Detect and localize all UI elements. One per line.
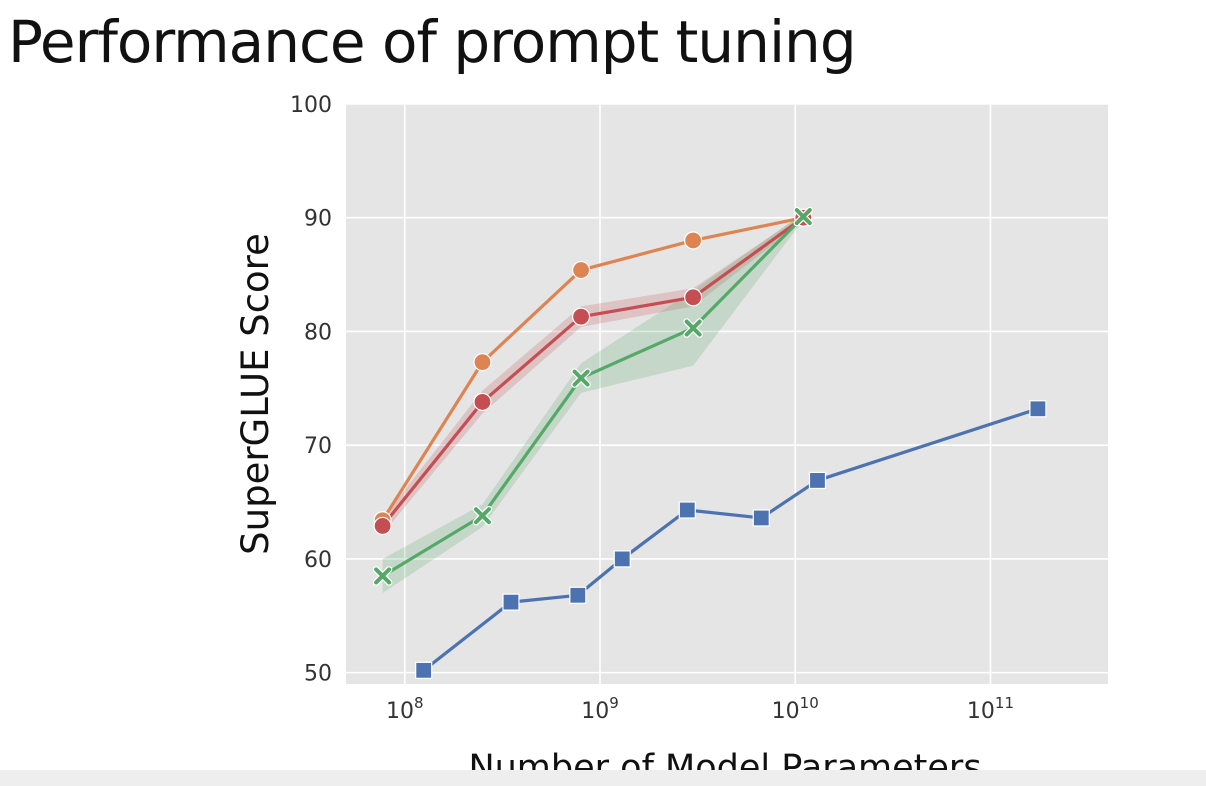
- y-tick-labels: 50 60 70 80 90 100: [290, 93, 332, 687]
- series-line: [422, 407, 1040, 672]
- data-point: [473, 353, 492, 372]
- x-tick-label: 109: [581, 694, 619, 724]
- data-point: [569, 586, 587, 604]
- data-point: [678, 501, 696, 519]
- data-point: [572, 369, 590, 387]
- data-point: [415, 661, 433, 679]
- slide-title: Performance of prompt tuning: [8, 8, 857, 76]
- y-tick-label: 90: [304, 207, 332, 232]
- data-point: [502, 593, 520, 611]
- bottom-band: [0, 770, 1206, 786]
- data-point: [684, 231, 703, 250]
- confidence-band: [382, 213, 804, 594]
- x-tick-label: 1011: [967, 694, 1014, 724]
- x-tick-labels: 108 109 1010 1011: [386, 694, 1014, 724]
- data-point: [613, 550, 631, 568]
- x-tick-label: 108: [386, 694, 424, 724]
- data-point: [571, 260, 591, 280]
- x-tick-label: 1010: [772, 694, 819, 724]
- y-axis-label: SuperGLUE Score: [234, 233, 277, 555]
- y-tick-label: 100: [290, 93, 332, 118]
- data-point: [808, 471, 827, 490]
- data-point: [571, 307, 591, 326]
- y-tick-label: 50: [304, 662, 332, 687]
- data-point: [684, 288, 703, 307]
- data-point: [373, 516, 392, 536]
- data-point: [684, 319, 702, 337]
- data-point: [794, 208, 812, 226]
- data-point: [1029, 400, 1047, 418]
- y-tick-label: 60: [304, 548, 332, 573]
- data-point: [752, 509, 770, 527]
- data-point: [374, 567, 392, 585]
- gridlines: [346, 103, 1108, 684]
- y-tick-label: 70: [304, 434, 332, 459]
- data-point: [473, 507, 491, 525]
- plot-background: [346, 104, 1108, 684]
- data-point: [473, 392, 492, 412]
- y-tick-label: 80: [304, 320, 332, 345]
- series-markers: [372, 206, 1047, 679]
